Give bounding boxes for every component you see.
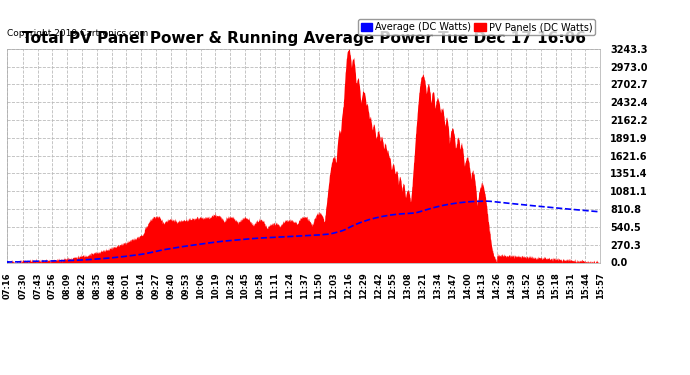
Text: Copyright 2019 Cartronics.com: Copyright 2019 Cartronics.com: [7, 29, 148, 38]
Legend: Average (DC Watts), PV Panels (DC Watts): Average (DC Watts), PV Panels (DC Watts): [358, 20, 595, 35]
Title: Total PV Panel Power & Running Average Power Tue Dec 17 16:06: Total PV Panel Power & Running Average P…: [21, 31, 586, 46]
